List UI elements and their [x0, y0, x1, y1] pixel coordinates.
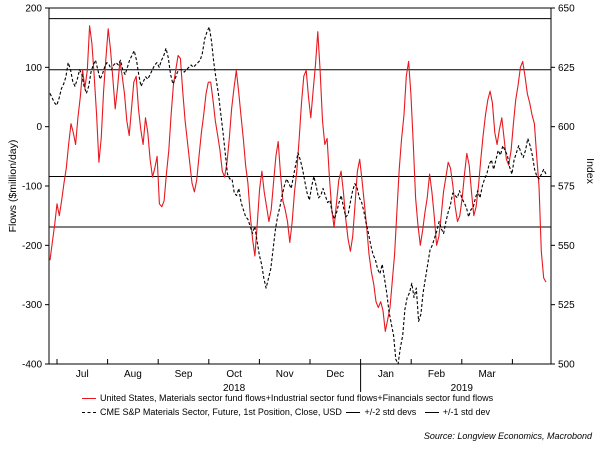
legend-swatch-2std	[346, 412, 361, 414]
y-right-tick-label: 650	[558, 4, 575, 15]
x-tick-label: Jul	[76, 369, 89, 380]
left-axis-ticks: 200 100 0 -100 -200 -300 -400	[22, 4, 49, 371]
source-note: Source: Longview Economics, Macrobond	[423, 431, 592, 441]
series-line-materials-future	[49, 26, 547, 365]
x-axis-ticks: Jul Aug Sep Oct Nov Dec Jan Feb Mar 2018 2019	[56, 359, 513, 394]
legend-item-future: CME S&P Materials Sector, Future, 1st Po…	[82, 406, 490, 418]
x-tick-label: Sep	[175, 369, 193, 380]
legend-swatch-flows	[82, 398, 96, 400]
y-right-tick-label: 625	[558, 63, 575, 74]
y-left-tick-label: -400	[22, 360, 42, 371]
x-tick-label: Nov	[276, 369, 294, 380]
y-right-tick-label: 600	[558, 122, 575, 133]
y-left-tick-label: 100	[25, 63, 42, 74]
legend-label-2std: +/-2 std devs	[364, 407, 417, 417]
y-right-title: Index	[584, 158, 596, 184]
y-left-tick-label: -200	[22, 241, 42, 252]
y-left-tick-label: -100	[22, 182, 42, 193]
x-tick-label: Aug	[124, 369, 142, 380]
x-tick-label: Feb	[428, 369, 446, 380]
std-dev-lines	[49, 18, 551, 228]
plot-area	[48, 7, 552, 365]
y-left-tick-label: 0	[36, 122, 42, 133]
x-tick-label: Oct	[226, 369, 242, 380]
x-year-label: 2018	[223, 383, 246, 394]
series-lines	[49, 25, 547, 365]
legend-swatch-1std	[424, 412, 439, 414]
legend-label-future: CME S&P Materials Sector, Future, 1st Po…	[100, 407, 342, 417]
legend-label-1std: +/-1 std dev	[442, 407, 491, 417]
right-axis-ticks: 650 625 600 575 550 525 500	[551, 4, 575, 371]
y-left-title: Flows ($million/day)	[7, 140, 19, 233]
x-tick-label: Mar	[478, 369, 496, 380]
y-left-tick-label: -300	[22, 300, 42, 311]
x-year-label: 2019	[451, 383, 474, 394]
legend-swatch-future	[82, 412, 96, 414]
y-right-tick-label: 500	[558, 360, 575, 371]
legend-label-flows: United States, Materials sector fund flo…	[100, 393, 494, 403]
y-right-tick-label: 575	[558, 182, 575, 193]
x-tick-label: Dec	[326, 369, 344, 380]
series-line-fund-flows	[49, 25, 547, 332]
y-right-tick-label: 525	[558, 300, 575, 311]
y-right-tick-label: 550	[558, 241, 575, 252]
x-tick-label: Jan	[378, 369, 394, 380]
legend-item-flows: United States, Materials sector fund flo…	[82, 392, 493, 404]
y-left-tick-label: 200	[25, 4, 42, 15]
